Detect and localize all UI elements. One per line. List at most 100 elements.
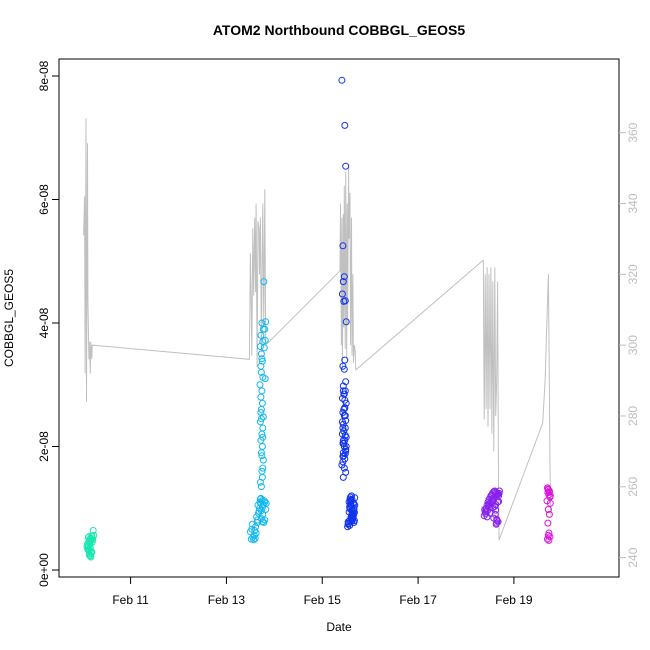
data-point xyxy=(258,399,266,407)
x-tick-label: Feb 19 xyxy=(495,593,533,607)
y-tick-label: 8e-08 xyxy=(37,60,51,91)
data-point xyxy=(261,325,269,333)
series-5 xyxy=(543,484,554,544)
data-point xyxy=(349,511,357,519)
data-point xyxy=(341,356,349,364)
data-point xyxy=(340,273,348,281)
data-point xyxy=(339,424,347,432)
data-point xyxy=(86,537,94,545)
data-point xyxy=(339,473,347,481)
series-4 xyxy=(480,487,503,528)
data-point xyxy=(344,523,352,531)
data-point xyxy=(545,536,553,544)
data-point xyxy=(546,492,554,500)
data-point xyxy=(544,519,552,527)
data-point xyxy=(350,500,358,508)
data-point xyxy=(481,506,489,513)
data-point xyxy=(340,405,348,413)
data-point xyxy=(261,516,269,524)
data-point xyxy=(545,510,553,518)
y2-tick-label: 360 xyxy=(626,122,640,142)
data-point xyxy=(544,535,551,543)
y2-tick-label: 300 xyxy=(626,335,640,355)
data-point xyxy=(257,515,265,523)
data-point xyxy=(259,424,267,432)
data-point xyxy=(494,498,502,506)
data-point xyxy=(341,412,349,420)
data-point xyxy=(348,507,356,515)
data-point xyxy=(340,297,348,305)
series-3 xyxy=(338,76,359,531)
x-tick-label: Feb 17 xyxy=(399,593,437,607)
data-point xyxy=(257,350,265,358)
data-point xyxy=(251,527,259,534)
y2-tick-label: 340 xyxy=(626,193,640,213)
x-tick-label: Feb 11 xyxy=(112,593,149,607)
data-point xyxy=(262,506,270,513)
data-point xyxy=(257,507,265,515)
y-tick-label: 6e-08 xyxy=(37,184,51,215)
data-point xyxy=(486,509,494,517)
plot-frame xyxy=(58,58,620,578)
data-point xyxy=(260,278,268,286)
data-point xyxy=(482,507,490,515)
secondary-line xyxy=(83,118,552,541)
data-point xyxy=(493,515,501,523)
data-point xyxy=(494,490,502,498)
secondary-y-axis: 240 260 280 300 320 340 360 xyxy=(619,122,640,568)
y-axis-label: COBBGL_GEOS5 xyxy=(2,269,16,367)
data-point xyxy=(342,417,350,425)
y-axis: 0e+00 2e-08 4e-08 6e-08 8e-08 xyxy=(37,60,59,587)
data-point xyxy=(339,278,347,286)
data-point xyxy=(261,375,269,383)
data-point xyxy=(254,516,262,524)
series-2 xyxy=(246,278,270,544)
data-point xyxy=(258,452,266,460)
data-point xyxy=(340,365,348,373)
data-point xyxy=(259,456,267,464)
data-point xyxy=(338,76,346,84)
data-point xyxy=(250,536,258,544)
y2-tick-label: 320 xyxy=(626,264,640,284)
data-point xyxy=(258,319,266,327)
data-point xyxy=(258,467,266,475)
data-point xyxy=(258,387,266,395)
chart-title: ATOM2 Northbound COBBGL_GEOS5 xyxy=(213,22,465,38)
data-point xyxy=(262,318,270,326)
data-point xyxy=(492,506,500,514)
data-point xyxy=(339,387,347,395)
data-point xyxy=(258,357,266,365)
y2-tick-label: 240 xyxy=(626,547,640,567)
data-point xyxy=(338,461,346,469)
data-point xyxy=(491,510,499,518)
data-point xyxy=(257,483,265,491)
data-point xyxy=(342,443,350,450)
y-tick-label: 0e+00 xyxy=(37,553,51,587)
data-point xyxy=(342,318,350,326)
data-point xyxy=(344,520,352,528)
data-point xyxy=(341,396,349,404)
data-point xyxy=(257,415,265,423)
data-point xyxy=(258,355,266,363)
x-tick-label: Feb 13 xyxy=(208,593,246,607)
data-point xyxy=(261,336,269,344)
data-point xyxy=(546,533,554,541)
scatter-points xyxy=(83,76,554,561)
data-point xyxy=(346,522,354,529)
data-point xyxy=(86,535,94,542)
data-point xyxy=(341,121,349,129)
y-tick-label: 4e-08 xyxy=(37,307,51,338)
data-point xyxy=(488,495,496,503)
data-point xyxy=(544,506,552,513)
data-point xyxy=(257,393,265,401)
data-point xyxy=(339,242,347,250)
data-point xyxy=(546,499,554,507)
y2-tick-label: 280 xyxy=(626,406,640,426)
data-point xyxy=(253,519,261,526)
data-point xyxy=(261,498,269,506)
data-point xyxy=(544,485,552,493)
data-point xyxy=(87,553,95,561)
data-point xyxy=(339,452,347,460)
x-tick-label: Feb 15 xyxy=(304,593,342,607)
data-point xyxy=(339,436,347,444)
